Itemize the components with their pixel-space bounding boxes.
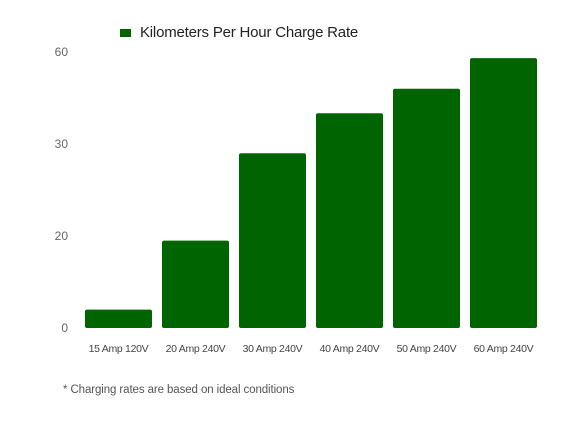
y-tick-label: 20 — [55, 229, 69, 243]
x-tick-label: 40 Amp 240V — [320, 343, 380, 355]
y-axis: 0 20 30 60 — [55, 45, 69, 335]
bar — [393, 88, 460, 328]
y-tick-label: 60 — [55, 45, 69, 59]
bar — [470, 58, 537, 328]
bars — [85, 58, 537, 328]
bar — [85, 309, 152, 328]
bar — [239, 153, 306, 328]
x-tick-label: 60 Amp 240V — [474, 343, 534, 355]
x-axis: 15 Amp 120V 20 Amp 240V 30 Amp 240V 40 Amp … — [89, 343, 534, 355]
legend-swatch — [120, 28, 131, 37]
x-tick-label: 30 Amp 240V — [243, 343, 303, 355]
bar — [316, 113, 383, 328]
x-tick-label: 20 Amp 240V — [166, 343, 226, 355]
legend-label: Kilometers Per Hour Charge Rate — [140, 24, 359, 41]
footnote: * Charging rates are based on ideal cond… — [63, 384, 295, 396]
y-tick-label: 0 — [61, 321, 68, 335]
y-tick-label: 30 — [55, 137, 69, 151]
legend: Kilometers Per Hour Charge Rate — [120, 24, 358, 41]
x-tick-label: 15 Amp 120V — [89, 343, 149, 355]
x-tick-label: 50 Amp 240V — [397, 343, 457, 355]
bar — [162, 240, 229, 328]
